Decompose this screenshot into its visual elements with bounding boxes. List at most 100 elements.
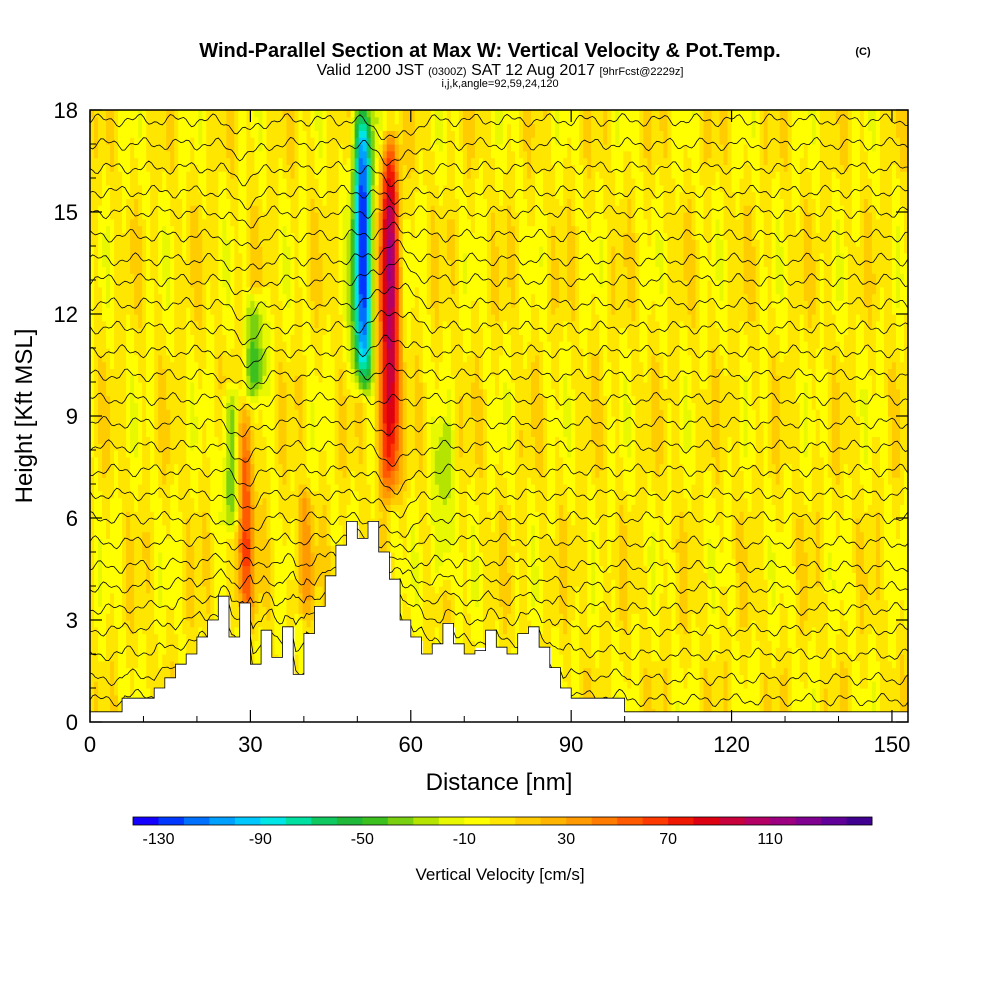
heatmap-cell <box>314 218 320 227</box>
heatmap-cell <box>222 382 227 390</box>
heatmap-cell <box>302 599 308 607</box>
heatmap-cell <box>150 484 155 492</box>
heatmap-cell <box>126 300 131 308</box>
heatmap-cell <box>282 239 288 247</box>
heatmap-cell <box>126 524 131 533</box>
heatmap-cell <box>118 402 123 410</box>
heatmap-cell <box>214 266 219 274</box>
heatmap-cell <box>106 178 111 186</box>
heatmap-cell <box>222 320 227 329</box>
heatmap-cell <box>182 456 187 465</box>
heatmap-cell <box>326 409 332 417</box>
heatmap-cell <box>258 286 264 295</box>
heatmap-cell <box>162 552 167 560</box>
heatmap-cell <box>318 463 324 471</box>
heatmap-cell <box>150 613 155 621</box>
heatmap-cell <box>210 123 215 131</box>
heatmap-cell <box>102 348 107 356</box>
heatmap-cell <box>102 531 107 539</box>
heatmap-cell <box>162 586 167 594</box>
heatmap-cell <box>306 382 312 390</box>
heatmap-cell <box>154 620 159 628</box>
heatmap-cell <box>90 280 95 288</box>
heatmap-cell <box>126 674 131 682</box>
heatmap-cell <box>174 592 179 601</box>
heatmap-cell <box>118 314 123 322</box>
heatmap-cell <box>154 640 159 648</box>
heatmap-cell <box>194 436 199 444</box>
heatmap-cell <box>318 524 324 533</box>
heatmap-cell <box>310 620 316 628</box>
heatmap-cell <box>118 667 123 675</box>
heatmap-cell <box>322 402 328 410</box>
heatmap-cell <box>210 572 215 580</box>
heatmap-cell <box>290 572 296 580</box>
heatmap-cell <box>186 259 191 267</box>
heatmap-cell <box>242 436 247 444</box>
heatmap-cell <box>118 368 123 376</box>
heatmap-cell <box>158 633 163 641</box>
heatmap-cell <box>266 504 272 512</box>
heatmap-cell <box>182 450 187 458</box>
heatmap-cell <box>246 218 251 227</box>
heatmap-cell <box>150 660 155 669</box>
heatmap-cell <box>258 116 264 125</box>
heatmap-cell <box>166 382 171 390</box>
heatmap-cell <box>162 300 167 308</box>
heatmap-cell <box>118 266 123 274</box>
heatmap-cell <box>210 184 215 193</box>
heatmap-cell <box>186 327 191 335</box>
heatmap-cell <box>298 660 304 669</box>
heatmap-cell <box>110 606 115 614</box>
heatmap-cell <box>174 402 179 410</box>
heatmap-cell <box>238 558 243 567</box>
heatmap-cell <box>174 273 179 281</box>
heatmap-cell <box>186 470 191 478</box>
heatmap-cell <box>310 538 316 546</box>
heatmap-cell <box>306 592 312 601</box>
heatmap-cell <box>306 620 312 628</box>
heatmap-cell <box>318 477 324 485</box>
heatmap-cell <box>166 266 171 274</box>
heatmap-cell <box>142 368 147 376</box>
heatmap-cell <box>322 456 328 465</box>
heatmap-cell <box>238 490 243 499</box>
heatmap-cell <box>298 626 304 635</box>
heatmap-cell <box>90 259 95 267</box>
heatmap-cell <box>202 409 207 417</box>
heatmap-cell <box>182 388 187 397</box>
heatmap-cell <box>254 266 260 274</box>
heatmap-cell <box>270 382 276 390</box>
heatmap-cell <box>294 626 300 635</box>
heatmap-cell <box>186 545 191 553</box>
heatmap-cell <box>202 579 207 587</box>
heatmap-cell <box>210 144 215 152</box>
heatmap-cell <box>178 280 183 288</box>
heatmap-cell <box>186 239 191 247</box>
heatmap-cell <box>310 395 316 403</box>
heatmap-cell <box>302 178 308 186</box>
heatmap-cell <box>106 620 111 628</box>
heatmap-cell <box>234 171 239 179</box>
heatmap-cell <box>198 205 203 213</box>
heatmap-cell <box>150 123 155 131</box>
heatmap-cell <box>314 429 320 437</box>
heatmap-cell <box>222 552 227 560</box>
heatmap-cell <box>294 259 300 267</box>
heatmap-cell <box>314 191 320 199</box>
heatmap-cell <box>278 443 284 451</box>
heatmap-cell <box>118 654 123 662</box>
heatmap-cell <box>94 123 99 131</box>
heatmap-cell <box>170 640 175 648</box>
heatmap-cell <box>186 164 191 172</box>
heatmap-cell <box>130 504 135 512</box>
heatmap-cell <box>222 409 227 417</box>
heatmap-cell <box>106 694 111 703</box>
heatmap-cell <box>194 416 199 424</box>
heatmap-cell <box>310 470 316 478</box>
heatmap-cell <box>318 150 324 159</box>
heatmap-cell <box>118 354 123 363</box>
heatmap-cell <box>302 300 308 308</box>
heatmap-cell <box>270 334 276 342</box>
heatmap-cell <box>98 157 103 165</box>
